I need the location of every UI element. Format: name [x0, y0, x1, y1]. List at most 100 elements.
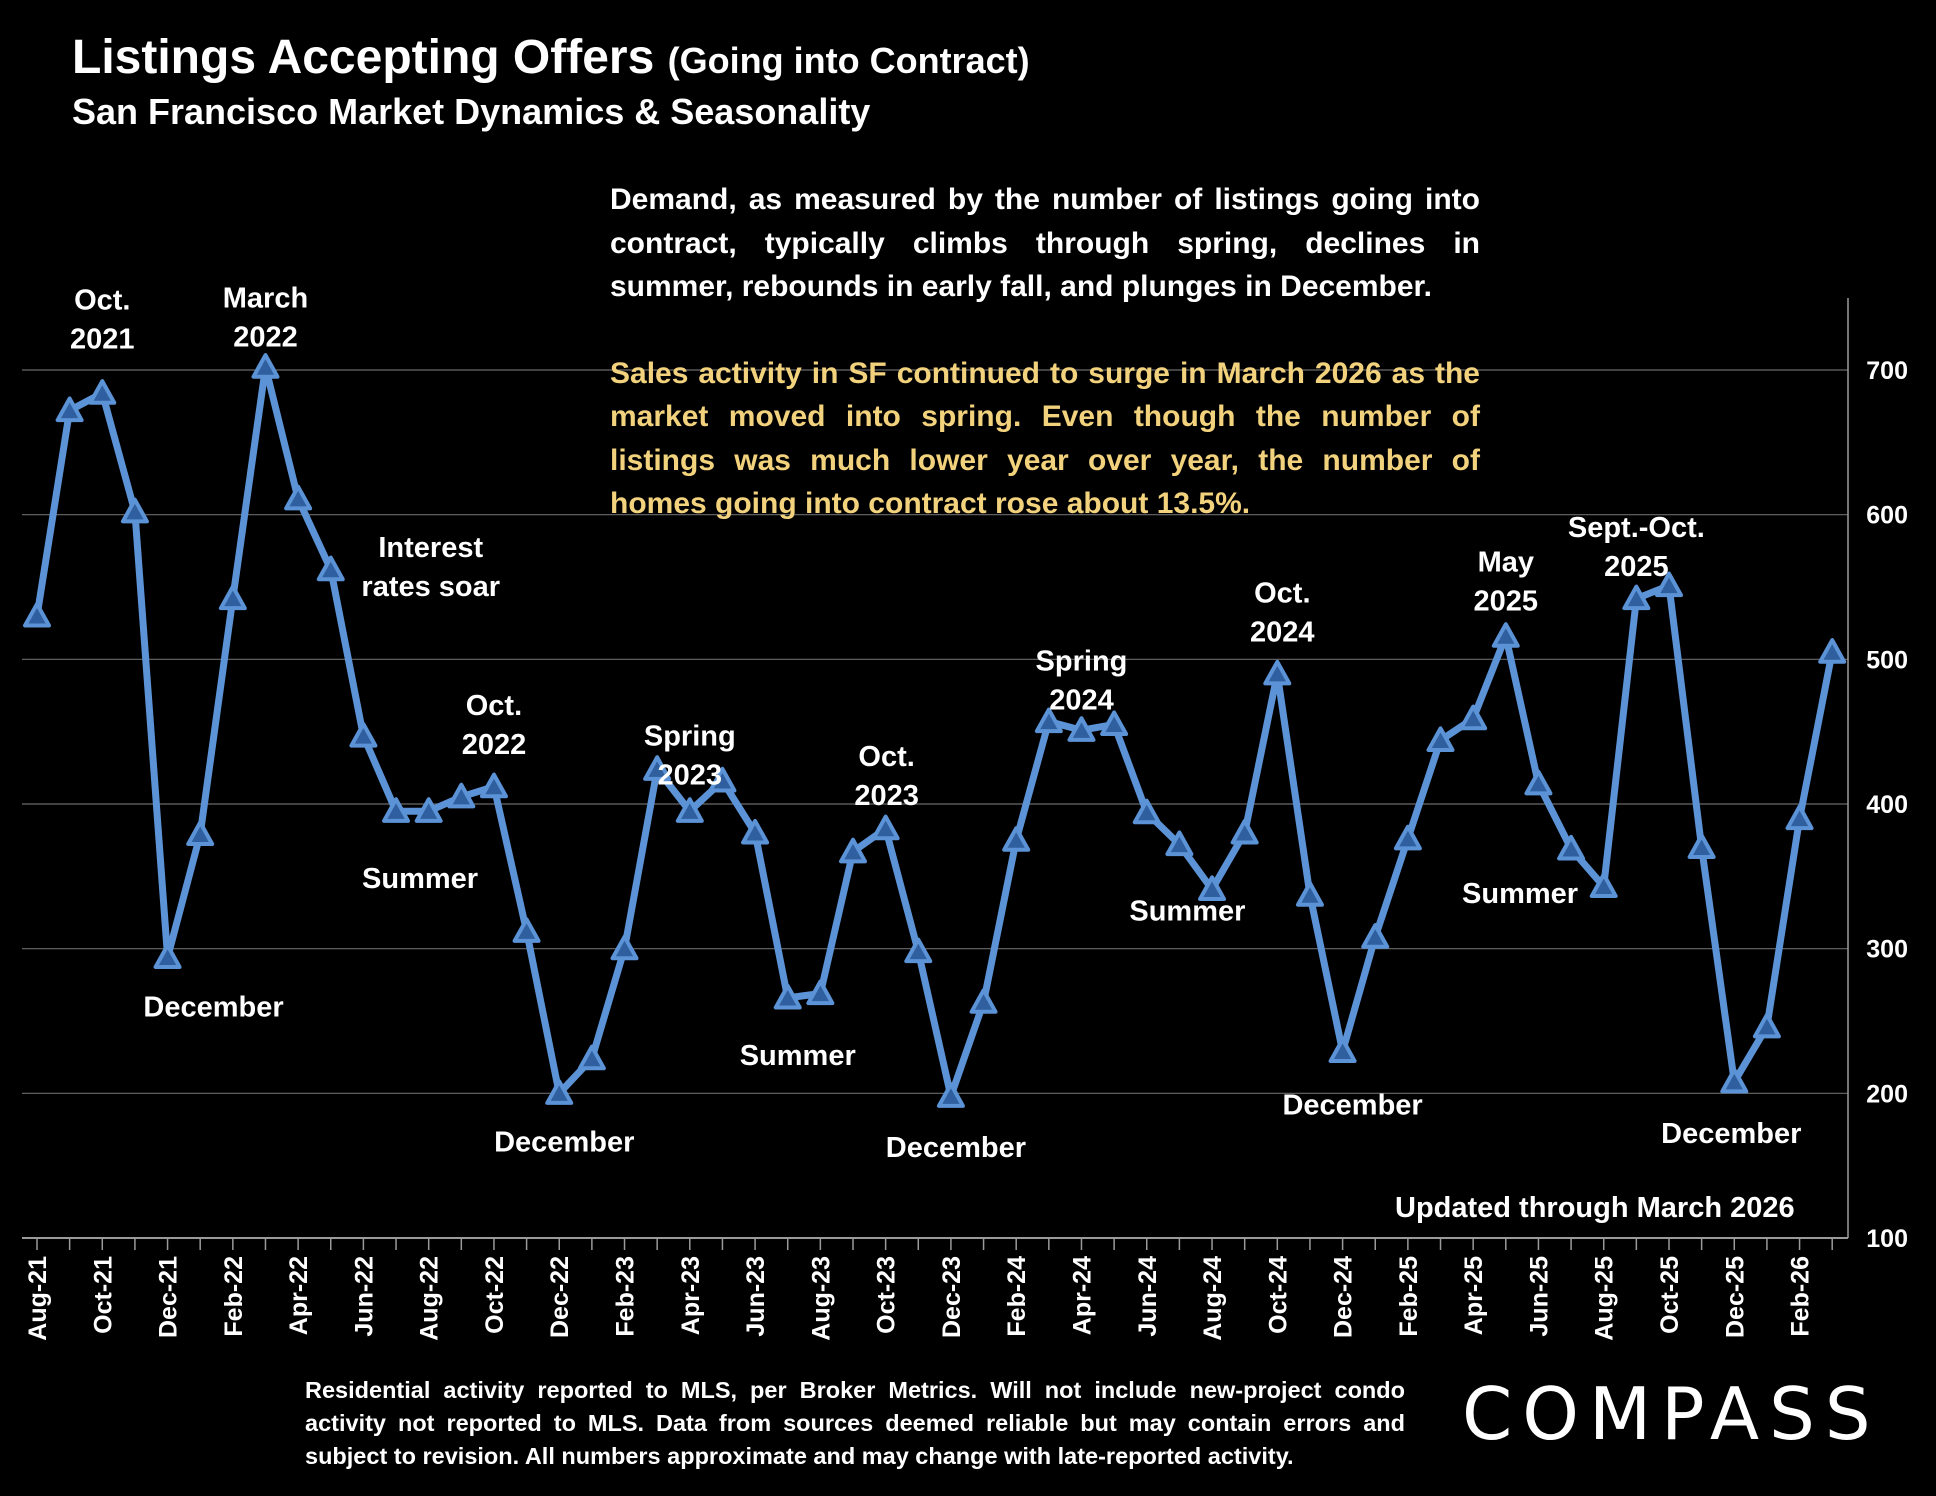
commentary-seasonality: Demand, as measured by the number of lis…	[610, 183, 1480, 303]
x-tick-label: Jun-25	[1525, 1256, 1553, 1337]
data-point	[773, 983, 802, 1010]
x-tick-label: Feb-24	[1003, 1256, 1031, 1337]
commentary-highlight: Sales activity in SF continued to surge …	[610, 356, 1480, 521]
data-point	[1491, 622, 1520, 648]
x-tick-label: Aug-23	[807, 1256, 835, 1341]
data-point	[1361, 923, 1390, 949]
series-line	[23, 353, 1847, 1108]
data-point	[936, 1082, 965, 1108]
data-point	[1263, 659, 1292, 686]
y-tick-label: 100	[1866, 1225, 1908, 1253]
data-point	[1687, 833, 1716, 859]
page-subtitle: San Francisco Market Dynamics & Seasonal…	[72, 91, 871, 132]
data-point	[1198, 875, 1227, 901]
data-point	[675, 797, 704, 823]
data-point	[741, 818, 770, 845]
x-tick-label: Jun-24	[1134, 1256, 1162, 1337]
data-point	[1165, 830, 1194, 857]
data-point	[904, 937, 933, 964]
annotation-label: March 2022	[223, 283, 308, 354]
data-point	[545, 1079, 574, 1105]
data-point	[806, 979, 835, 1006]
data-point	[1557, 834, 1586, 861]
x-tick-label: Apr-22	[285, 1256, 313, 1335]
data-point	[349, 722, 378, 748]
y-tick-label: 700	[1866, 357, 1908, 385]
data-point	[1100, 710, 1129, 737]
annotation-label: December	[1661, 1118, 1801, 1150]
data-point	[218, 584, 247, 611]
x-tick-label: Oct-22	[481, 1256, 509, 1334]
data-point	[284, 484, 313, 511]
data-point	[1655, 571, 1683, 598]
data-point	[414, 797, 443, 823]
updated-label: Updated through March 2026	[1395, 1192, 1795, 1224]
data-point	[316, 555, 345, 582]
x-tick-label: Oct-25	[1656, 1256, 1684, 1334]
data-point	[512, 917, 541, 943]
data-point	[610, 934, 639, 961]
data-point	[1752, 1012, 1781, 1039]
x-tick-label: Dec-25	[1721, 1256, 1749, 1338]
y-tick-label: 400	[1866, 791, 1908, 819]
x-tick-label: Jun-23	[742, 1256, 770, 1337]
data-point	[55, 396, 84, 423]
data-point	[1002, 826, 1031, 852]
y-tick-label: 500	[1866, 646, 1908, 674]
data-point	[153, 943, 182, 969]
data-point	[382, 797, 411, 823]
x-tick-label: Oct-21	[89, 1256, 117, 1334]
annotation-label: Oct. 2024	[1250, 577, 1315, 648]
x-tick-label: Feb-23	[612, 1256, 640, 1337]
x-tick-label: Oct-24	[1264, 1256, 1292, 1334]
x-tick-label: Aug-21	[24, 1256, 52, 1341]
data-point	[479, 772, 508, 799]
annotation-label: Summer	[362, 863, 478, 895]
gridlines	[22, 369, 1848, 1094]
data-point	[1132, 798, 1161, 825]
data-point	[1067, 716, 1096, 742]
annotation-label: Spring 2023	[644, 721, 736, 792]
annotations: Oct. 2021 March 2022 Interest rates soar Decem…	[70, 283, 1801, 1165]
x-tick-label: Jun-22	[350, 1256, 378, 1337]
data-point	[251, 353, 280, 379]
x-tick-label: Aug-24	[1199, 1256, 1227, 1341]
annotation-label: Oct. 2022	[462, 690, 527, 761]
x-tick-label: Apr-25	[1460, 1256, 1488, 1335]
x-tick-label: Oct-23	[873, 1256, 901, 1334]
x-tick-label: Aug-25	[1591, 1256, 1619, 1341]
data-point	[1818, 638, 1847, 664]
data-point	[1720, 1067, 1749, 1094]
x-tick-label: Dec-23	[938, 1256, 966, 1338]
data-point	[1589, 872, 1618, 899]
x-tick-label: Dec-24	[1330, 1256, 1358, 1338]
data-point	[969, 988, 998, 1014]
data-point	[1459, 704, 1488, 731]
title-qualifier: (Going into Contract)	[667, 40, 1030, 81]
x-tick-label: Apr-24	[1068, 1256, 1096, 1335]
data-point	[643, 755, 672, 781]
data-point	[839, 837, 867, 864]
data-point	[88, 379, 117, 405]
annotation-label: May 2025	[1474, 547, 1539, 618]
x-axis: Aug-21 Oct-21 Dec-21 Feb-22 Apr-22 Jun-22 Aug-…	[22, 1237, 1848, 1341]
data-point	[1426, 726, 1455, 752]
annotation-label: December	[494, 1126, 634, 1158]
data-point	[577, 1044, 606, 1071]
compass-logo: COMPASS	[1462, 1372, 1881, 1456]
annotation-label: Summer	[1462, 878, 1578, 910]
x-tick-label: Feb-22	[220, 1256, 248, 1337]
x-tick-label: Feb-25	[1395, 1256, 1423, 1337]
data-point	[871, 814, 900, 841]
data-point	[1622, 584, 1651, 611]
x-tick-label: Aug-22	[416, 1256, 444, 1341]
y-tick-label: 200	[1866, 1080, 1908, 1108]
annotation-label: December	[143, 991, 283, 1023]
data-point	[1230, 818, 1259, 845]
data-point	[1393, 824, 1422, 851]
annotation-label: Interest rates soar	[361, 532, 500, 603]
data-point	[1328, 1037, 1357, 1063]
data-point	[186, 820, 215, 846]
annotation-label: December	[886, 1132, 1026, 1164]
